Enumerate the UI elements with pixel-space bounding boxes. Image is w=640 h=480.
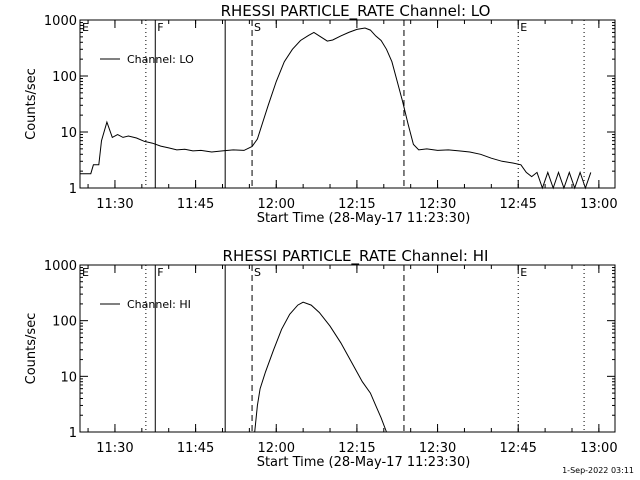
y-tick-label: 10 [60, 370, 77, 385]
x-tick-label: 12:15 [338, 197, 375, 212]
y-tick-label: 1 [69, 426, 77, 441]
y-tick-label: 100 [52, 70, 77, 85]
x-tick-label: 11:45 [177, 197, 214, 212]
marker-label: F [157, 21, 163, 34]
x-tick-label: 11:30 [96, 441, 133, 456]
plot-frame [79, 19, 616, 189]
y-tick-label: 10 [60, 126, 77, 141]
x-tick-label: 13:00 [580, 441, 617, 456]
marker-label: S [254, 21, 261, 34]
marker-label: S [254, 266, 261, 279]
marker-label: E [520, 266, 527, 279]
chart-title: RHESSI PARTICLE_RATE Channel: LO [221, 2, 491, 21]
x-axis-label: Start Time (28-May-17 11:23:30) [257, 211, 471, 226]
x-tick-label: 13:00 [580, 197, 617, 212]
y-tick-label: 1000 [44, 259, 77, 274]
x-tick-label: 12:30 [419, 197, 456, 212]
x-tick-label: 12:15 [338, 441, 375, 456]
x-tick-label: 12:00 [258, 197, 295, 212]
x-axis-label: Start Time (28-May-17 11:23:30) [257, 455, 471, 470]
y-tick-label: 1 [69, 182, 77, 197]
chart-title: RHESSI PARTICLE_RATE Channel: HI [223, 247, 489, 266]
series-line [80, 27, 592, 190]
x-tick-label: 12:00 [258, 441, 295, 456]
legend-entry: Channel: LO [127, 53, 194, 66]
y-axis-label: Counts/sec [24, 313, 39, 385]
x-tick-label: 12:30 [419, 441, 456, 456]
y-tick-label: 1000 [44, 14, 77, 29]
y-axis-label: Counts/sec [24, 68, 39, 140]
plot-frame [79, 264, 616, 433]
marker-label: E [82, 21, 89, 34]
x-tick-label: 11:30 [96, 197, 133, 212]
x-tick-label: 12:45 [499, 441, 536, 456]
panel-hi: RHESSI PARTICLE_RATE Channel: HI 1 10 100 10… [24, 247, 618, 470]
footer-timestamp: 1-Sep-2022 03:11 [562, 466, 634, 475]
panel-lo: RHESSI PARTICLE_RATE Channel: LO 1 10 100 10… [24, 2, 618, 226]
x-tick-label: 12:45 [499, 197, 536, 212]
marker-label: E [520, 21, 527, 34]
legend-entry: Channel: HI [127, 298, 191, 311]
y-tick-label: 100 [52, 315, 77, 330]
marker-label: E [82, 266, 89, 279]
x-tick-label: 11:45 [177, 441, 214, 456]
marker-label: F [157, 266, 163, 279]
series-line [254, 301, 387, 433]
